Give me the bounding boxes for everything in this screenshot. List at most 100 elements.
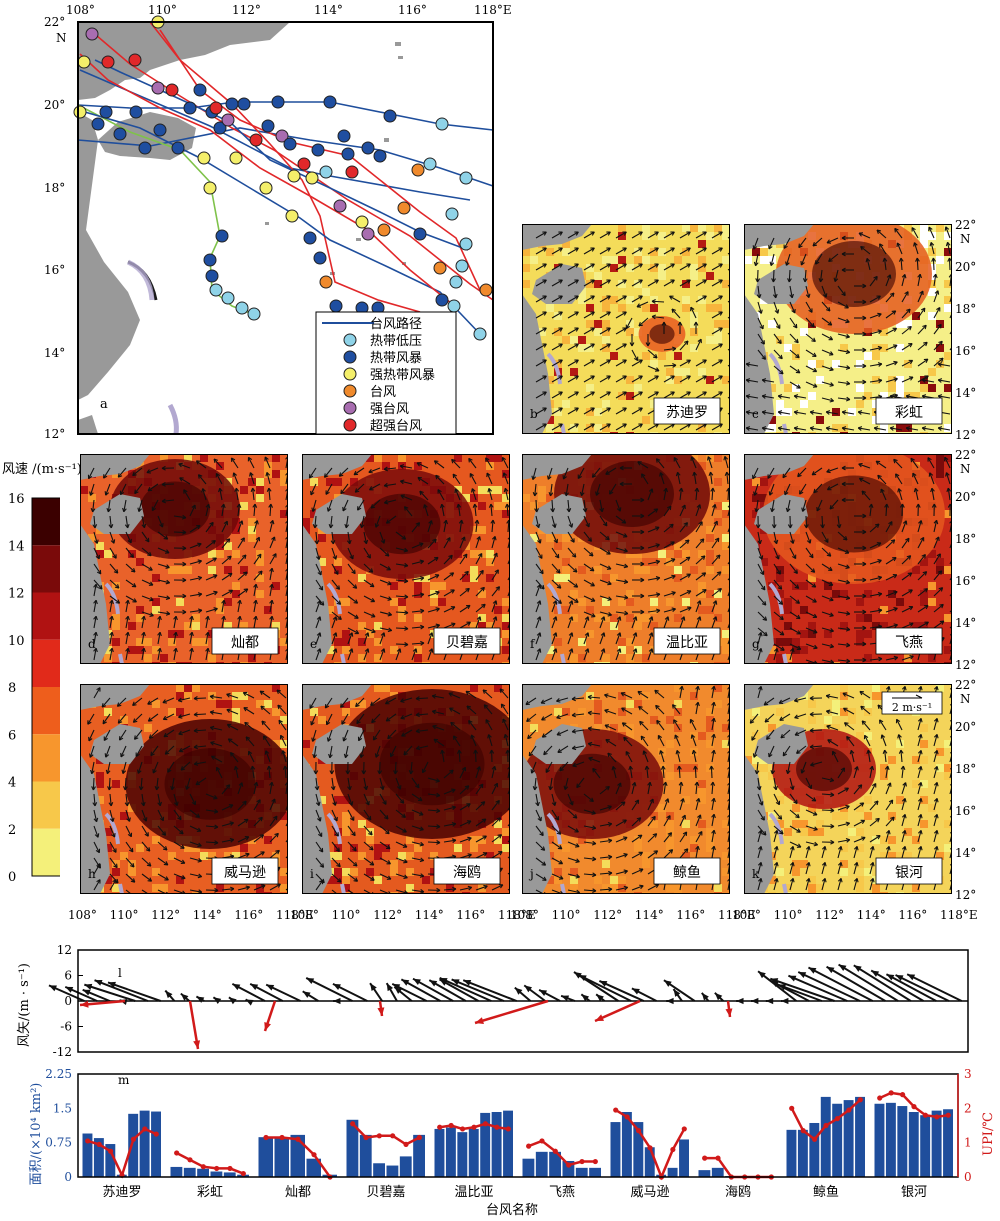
- m-bar: [82, 1133, 93, 1177]
- m-upi-point: [670, 1146, 676, 1153]
- m-upi-point: [130, 1136, 137, 1142]
- lon-tick: 116°: [456, 908, 485, 922]
- colorbar-segment: [32, 592, 60, 640]
- m-bar: [535, 1151, 548, 1177]
- panel-name-box: [653, 397, 721, 425]
- m-bar: [386, 1165, 399, 1177]
- m-upi-point: [350, 1121, 356, 1127]
- l-arrowhead: [539, 989, 548, 997]
- m-bar: [920, 1115, 931, 1177]
- m-upi-point: [877, 1095, 883, 1101]
- panel-name-box: [653, 857, 721, 885]
- colorbar-title: 风速 /(m·s⁻¹): [2, 462, 82, 477]
- l-arrowhead: [770, 978, 779, 985]
- legend-label-ts: 热带风暴: [370, 351, 422, 366]
- svg-text:12°: 12°: [44, 427, 65, 441]
- m-bar: [621, 1111, 632, 1177]
- l-arrowhead: [228, 997, 237, 1005]
- m-bar: [223, 1172, 236, 1177]
- l-arrow-black: [94, 979, 149, 1002]
- m-upi-point: [911, 1104, 917, 1110]
- l-arrow-black: [797, 971, 861, 1002]
- m-upi-point: [482, 1121, 489, 1127]
- lon-tick: 114°: [635, 908, 664, 922]
- panel-name-d: 灿都: [231, 635, 259, 651]
- legend-label-ty: 台风: [370, 385, 396, 400]
- l-ytick: 12: [57, 945, 72, 957]
- l-ytick: 6: [64, 969, 72, 983]
- svg-text:16°: 16°: [44, 263, 65, 277]
- lat-tick: 16°: [955, 574, 976, 588]
- lon-tick: 118°E: [276, 908, 314, 922]
- l-arrowhead-red: [725, 1008, 733, 1017]
- panel-name-box: [875, 627, 943, 655]
- panel-name-e: 贝碧嘉: [446, 635, 488, 651]
- svg-text:112°: 112°: [232, 3, 261, 17]
- m-upi-point: [153, 1131, 159, 1137]
- m-bar: [522, 1158, 535, 1177]
- m-bar: [457, 1132, 468, 1177]
- l-arrow-black: [412, 977, 454, 1002]
- l-arrowhead: [232, 983, 241, 991]
- l-ytick: 0: [64, 994, 72, 1008]
- m-ytick-right: 1: [964, 1136, 972, 1150]
- lat-unit: N: [960, 232, 971, 246]
- lat-tick: 18°: [955, 762, 976, 776]
- l-arrowhead: [524, 985, 533, 993]
- l-arrowhead: [788, 975, 797, 982]
- l-arrowhead: [463, 979, 472, 986]
- m-bar: [855, 1096, 865, 1177]
- l-arrowhead: [596, 994, 604, 1002]
- l-arrowhead: [581, 994, 590, 1002]
- lon-tick: 110°: [552, 908, 581, 922]
- wind-panel-j: 鲸鱼 j: [522, 684, 730, 894]
- l-arrowhead: [213, 997, 222, 1004]
- m-bar: [832, 1103, 843, 1177]
- l-arrowhead-red: [80, 1000, 89, 1008]
- m-category: 飞燕: [549, 1185, 575, 1200]
- l-arrowhead: [250, 983, 259, 991]
- l-arrow-red: [474, 999, 549, 1025]
- l-arrowhead: [886, 974, 895, 981]
- l-arrowhead-red: [475, 1017, 484, 1024]
- m-bar: [633, 1122, 644, 1177]
- wind-panel-h: 威马逊 h: [80, 684, 288, 894]
- m-upi-point: [834, 1116, 841, 1122]
- colorbar-tick: 16: [8, 492, 25, 507]
- l-arrow-black: [84, 983, 136, 1002]
- colorbar-tick: 2: [8, 823, 16, 838]
- l-arrow-black: [451, 978, 505, 1002]
- lon-tick: 110°: [774, 908, 803, 922]
- lon-tick: 112°: [593, 908, 622, 922]
- panel-letter-c: c: [752, 407, 759, 421]
- m-upi-point: [526, 1143, 532, 1149]
- m-bar: [306, 1158, 321, 1177]
- svg-text:N: N: [56, 31, 67, 45]
- m-category: 银河: [901, 1185, 927, 1200]
- l-arrowhead: [94, 979, 103, 986]
- panel-name-k: 银河: [895, 865, 923, 881]
- legend-label-superty: 超强台风: [370, 419, 422, 434]
- panel-name-box: [875, 857, 943, 885]
- m-bar: [698, 1170, 711, 1177]
- m-upi-point: [174, 1150, 180, 1156]
- lat-tick: 12°: [955, 658, 976, 672]
- l-arrowhead: [514, 987, 523, 995]
- m-bar: [151, 1111, 161, 1177]
- l-arrow-black: [807, 966, 874, 1002]
- m-bar: [610, 1122, 621, 1177]
- m-bar: [820, 1096, 831, 1177]
- legend-label-td: 热带低压: [370, 334, 422, 349]
- panel-letter-a: a: [100, 397, 108, 412]
- l-ytick: -6: [60, 1020, 72, 1034]
- m-bar: [931, 1110, 942, 1177]
- l-arrow-black: [305, 977, 353, 1002]
- m-upi-point: [800, 1128, 806, 1134]
- panel-name-box: [211, 627, 279, 655]
- l-arrowhead: [245, 999, 254, 1006]
- l-arrow-black: [826, 965, 886, 1002]
- colorbar-tick: 10: [8, 634, 25, 649]
- m-bar: [290, 1134, 305, 1177]
- l-arrowhead: [180, 993, 189, 1001]
- m-bar: [897, 1106, 908, 1177]
